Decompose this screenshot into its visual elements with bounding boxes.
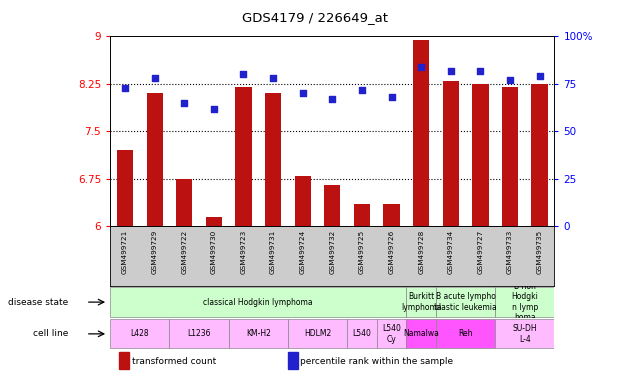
- Bar: [384, 204, 399, 227]
- Bar: [110, 287, 406, 318]
- Text: L1236: L1236: [187, 329, 211, 338]
- Bar: [147, 93, 163, 227]
- Point: [357, 87, 367, 93]
- Text: disease state: disease state: [8, 298, 68, 306]
- Bar: [413, 40, 429, 227]
- Text: GSM499732: GSM499732: [329, 229, 335, 274]
- Bar: [169, 319, 229, 348]
- Bar: [472, 84, 488, 227]
- Point: [209, 106, 219, 112]
- Point: [476, 68, 486, 74]
- Bar: [229, 319, 288, 348]
- Text: GSM499728: GSM499728: [418, 229, 424, 274]
- Bar: [495, 319, 554, 348]
- Bar: [288, 319, 347, 348]
- Bar: [347, 319, 377, 348]
- Bar: [436, 287, 495, 318]
- Text: L428: L428: [130, 329, 149, 338]
- Text: GSM499730: GSM499730: [211, 229, 217, 274]
- Point: [268, 75, 278, 81]
- Bar: [117, 151, 133, 227]
- Point: [120, 85, 130, 91]
- Text: GSM499722: GSM499722: [181, 229, 187, 274]
- Point: [298, 90, 308, 96]
- Bar: [354, 204, 370, 227]
- Point: [505, 77, 515, 83]
- Bar: [406, 287, 436, 318]
- Text: B non
Hodgki
n lymp
homa: B non Hodgki n lymp homa: [512, 282, 538, 322]
- Point: [150, 75, 160, 81]
- Text: KM-H2: KM-H2: [246, 329, 271, 338]
- Point: [416, 64, 427, 70]
- Text: GSM499724: GSM499724: [300, 229, 306, 274]
- Text: GSM499726: GSM499726: [389, 229, 394, 274]
- Bar: [443, 81, 459, 227]
- Point: [387, 94, 397, 100]
- Bar: [206, 217, 222, 227]
- Bar: [236, 87, 251, 227]
- Point: [446, 68, 456, 74]
- Bar: [324, 185, 340, 227]
- Point: [328, 96, 338, 102]
- Text: L540
Cy: L540 Cy: [382, 324, 401, 344]
- Text: GSM499729: GSM499729: [152, 229, 158, 274]
- Bar: [288, 353, 298, 369]
- Text: GSM499727: GSM499727: [478, 229, 483, 274]
- Text: transformed count: transformed count: [132, 356, 216, 366]
- Text: Burkitt
lymphoma: Burkitt lymphoma: [401, 292, 442, 312]
- Text: HDLM2: HDLM2: [304, 329, 331, 338]
- Bar: [295, 176, 311, 227]
- Text: GSM499725: GSM499725: [359, 229, 365, 274]
- Text: GSM499723: GSM499723: [241, 229, 246, 274]
- Text: B acute lympho
blastic leukemia: B acute lympho blastic leukemia: [434, 292, 497, 312]
- Bar: [377, 319, 406, 348]
- Text: GSM499734: GSM499734: [448, 229, 454, 274]
- Bar: [110, 319, 169, 348]
- Text: GSM499731: GSM499731: [270, 229, 276, 274]
- Text: classical Hodgkin lymphoma: classical Hodgkin lymphoma: [203, 298, 313, 306]
- Text: GSM499735: GSM499735: [537, 229, 542, 274]
- Text: GSM499733: GSM499733: [507, 229, 513, 274]
- Point: [534, 73, 544, 79]
- Bar: [406, 319, 436, 348]
- Text: L540: L540: [353, 329, 371, 338]
- Point: [180, 100, 190, 106]
- Bar: [176, 179, 192, 227]
- Text: GSM499721: GSM499721: [122, 229, 128, 274]
- Text: SU-DH
L-4: SU-DH L-4: [512, 324, 537, 344]
- Bar: [495, 287, 554, 318]
- Bar: [436, 319, 495, 348]
- Point: [239, 71, 249, 78]
- Bar: [532, 84, 547, 227]
- Text: Reh: Reh: [458, 329, 473, 338]
- Text: percentile rank within the sample: percentile rank within the sample: [301, 356, 454, 366]
- Bar: [119, 353, 129, 369]
- Bar: [502, 87, 518, 227]
- Text: cell line: cell line: [33, 329, 68, 338]
- Text: Namalwa: Namalwa: [403, 329, 439, 338]
- Text: GDS4179 / 226649_at: GDS4179 / 226649_at: [242, 12, 388, 25]
- Bar: [265, 93, 281, 227]
